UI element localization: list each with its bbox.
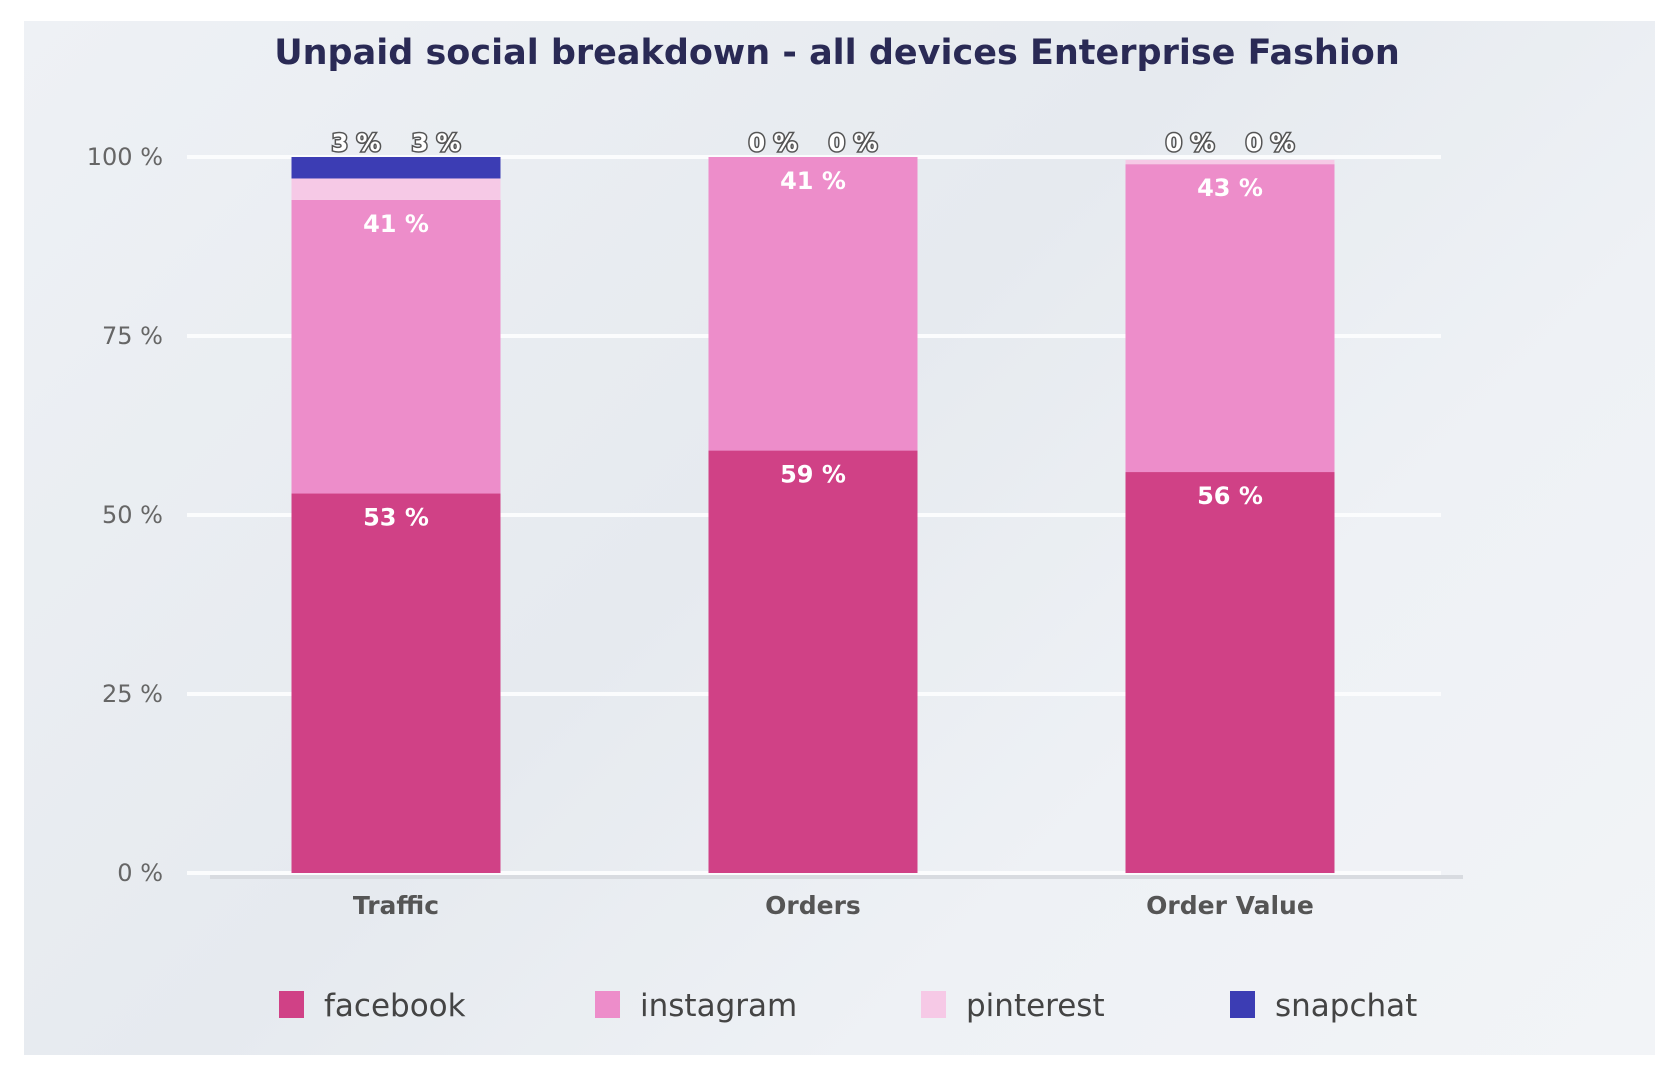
chart-title: Unpaid social breakdown - all devices En… <box>274 33 1400 73</box>
bar-segment-pinterest <box>291 178 501 200</box>
data-label-facebook: 53 % <box>363 504 429 532</box>
legend-label-facebook: facebook <box>324 988 466 1024</box>
bar-segment-instagram <box>708 157 918 451</box>
data-label-snapchat: 0 % <box>828 129 877 157</box>
data-label-pinterest: 0 % <box>748 129 797 157</box>
y-tick-label: 0 % <box>117 859 163 887</box>
data-label-instagram: 43 % <box>1197 174 1263 202</box>
x-tick-label: Traffic <box>353 891 439 920</box>
x-tick-label: Order Value <box>1146 891 1314 920</box>
data-label-instagram: 41 % <box>780 167 846 195</box>
legend-label-pinterest: pinterest <box>966 988 1105 1024</box>
legend-swatch-instagram <box>595 991 620 1018</box>
legend-swatch-snapchat <box>1230 991 1255 1018</box>
legend-swatch-facebook <box>279 991 304 1018</box>
bar-segment-snapchat <box>291 157 501 179</box>
legend-label-snapchat: snapchat <box>1275 988 1417 1024</box>
data-label-facebook: 56 % <box>1197 482 1263 510</box>
bar-segment-facebook <box>291 493 501 873</box>
data-label-pinterest: 0 % <box>1165 129 1214 157</box>
bar-segment-instagram <box>1125 164 1335 473</box>
y-tick-label: 75 % <box>102 322 163 350</box>
data-label-pinterest: 3 % <box>331 129 380 157</box>
data-label-instagram: 41 % <box>363 210 429 238</box>
bar-segment-instagram <box>291 199 501 494</box>
legend-label-instagram: instagram <box>640 988 797 1024</box>
y-tick-label: 25 % <box>102 680 163 708</box>
data-label-snapchat: 3 % <box>411 129 460 157</box>
legend-swatch-pinterest <box>921 991 946 1018</box>
y-tick-label: 100 % <box>87 143 163 171</box>
y-tick-label: 50 % <box>102 501 163 529</box>
data-label-snapchat: 0 % <box>1245 129 1294 157</box>
data-label-facebook: 59 % <box>780 461 846 489</box>
x-tick-label: Orders <box>765 891 861 920</box>
bar-segment-facebook <box>708 450 918 873</box>
bar-segment-pinterest <box>1125 159 1335 165</box>
bar-segment-facebook <box>1125 472 1335 873</box>
